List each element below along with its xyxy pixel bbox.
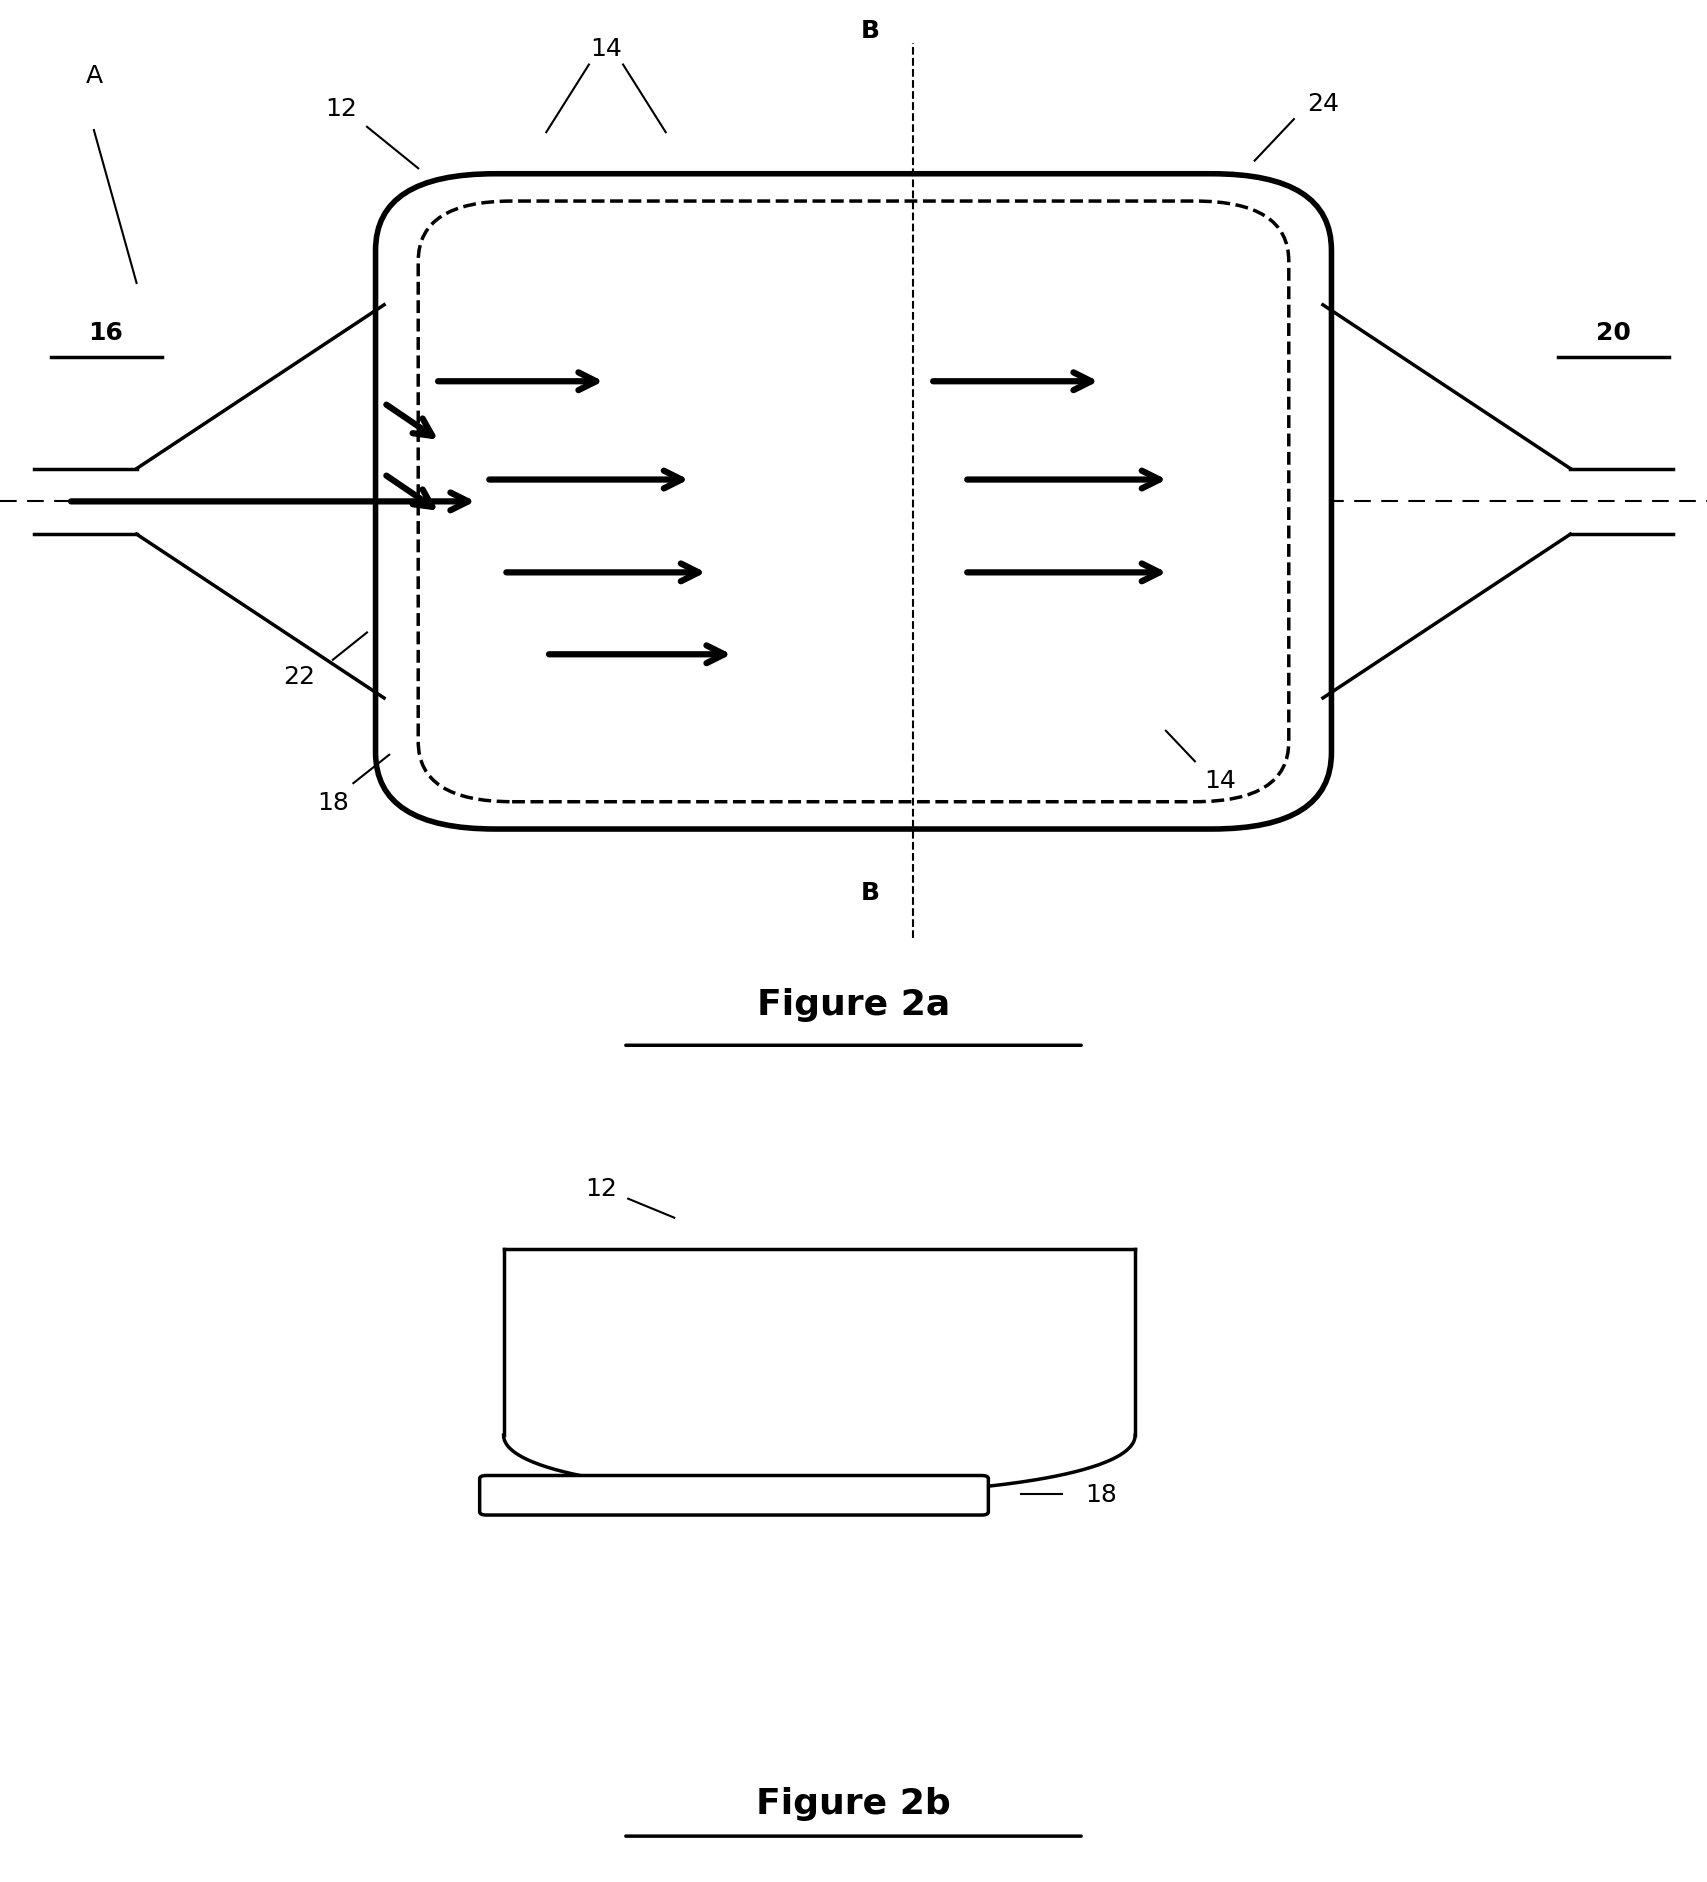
Text: Figure 2b: Figure 2b [756, 1786, 951, 1820]
Text: 18: 18 [1086, 1483, 1116, 1507]
FancyBboxPatch shape [376, 175, 1331, 830]
Text: 18: 18 [318, 790, 348, 815]
Text: B: B [860, 881, 881, 905]
Text: B: B [860, 19, 881, 43]
Text: 12: 12 [586, 1176, 616, 1201]
Text: 24: 24 [1308, 92, 1338, 115]
Text: Figure 2a: Figure 2a [756, 988, 951, 1022]
Text: 16: 16 [89, 322, 123, 344]
Text: 20: 20 [1596, 322, 1630, 344]
Text: 22: 22 [283, 664, 314, 689]
Text: 12: 12 [326, 98, 357, 120]
Text: 14: 14 [591, 38, 621, 60]
Text: A: A [85, 64, 102, 88]
Text: 14: 14 [1205, 768, 1236, 792]
FancyBboxPatch shape [480, 1475, 988, 1515]
